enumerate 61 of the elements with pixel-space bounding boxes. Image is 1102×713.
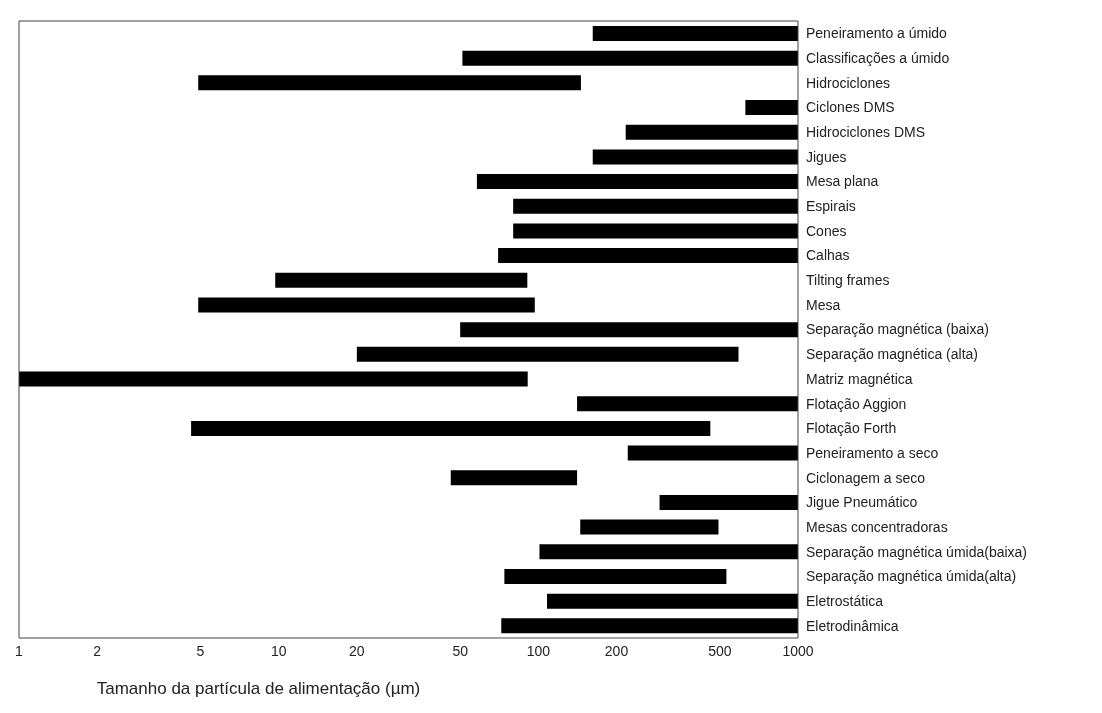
y-tick-label: Classificações a úmido [806, 49, 950, 66]
bar [580, 519, 719, 535]
y-tick-label: Ciclones DMS [806, 99, 895, 116]
y-tick-label: Hidrociclones DMS [806, 124, 926, 141]
bar [547, 593, 798, 609]
y-tick-label: Flotação Aggion [806, 395, 907, 412]
y-tick-label: Jigues [806, 148, 847, 165]
bar [513, 198, 798, 214]
y-tick-label: Mesa [806, 296, 841, 313]
bar [577, 396, 798, 412]
y-tick-label: Peneiramento a seco [806, 444, 939, 461]
x-axis-title: Tamanho da partícula de alimentação (µm) [96, 679, 421, 698]
bar [460, 322, 798, 338]
y-tick-label: Hidrociclones [806, 74, 891, 91]
x-tick-label: 2 [93, 642, 102, 659]
bar [275, 272, 528, 288]
bar [462, 50, 798, 66]
bar [356, 346, 739, 362]
bar [19, 371, 528, 387]
x-tick-label: 20 [349, 642, 365, 659]
y-tick-label: Separação magnética úmida(baixa) [806, 543, 1028, 560]
y-tick-label: Peneiramento a úmido [806, 25, 948, 42]
y-tick-label: Separação magnética úmida(alta) [806, 568, 1017, 585]
y-tick-label: Mesas concentradoras [806, 518, 948, 535]
bar [513, 223, 798, 239]
x-tick-label: 1 [15, 642, 24, 659]
bar [498, 248, 798, 264]
y-tick-label: Espirais [806, 198, 856, 215]
x-tick-label: 10 [270, 642, 287, 659]
x-tick-label: 100 [526, 642, 551, 659]
y-tick-label: Cones [806, 222, 847, 239]
bar [191, 420, 711, 436]
x-tick-label: 1000 [782, 642, 814, 659]
x-tick-label: 50 [452, 642, 469, 659]
bar [198, 75, 581, 91]
y-tick-label: Eletrodinâmica [806, 617, 899, 634]
bar [592, 26, 798, 41]
y-tick-label: Eletrostática [806, 592, 884, 609]
y-tick-label: Ciclonagem a seco [806, 469, 926, 486]
x-tick-label: 500 [708, 642, 732, 659]
bar [659, 494, 798, 510]
y-tick-label: Matriz magnética [806, 370, 913, 387]
y-tick-label: Calhas [806, 247, 850, 264]
y-tick-label: Separação magnética (alta) [806, 346, 978, 363]
y-tick-label: Mesa plana [806, 173, 879, 190]
x-tick-label: 200 [604, 642, 629, 659]
bar [476, 174, 798, 190]
bar [198, 297, 535, 313]
y-tick-label: Separação magnética (baixa) [806, 321, 989, 338]
bar [627, 445, 798, 461]
bar [501, 618, 798, 634]
y-tick-label: Jigue Pneumático [806, 494, 918, 511]
x-tick-label: 5 [196, 642, 205, 659]
bar [625, 124, 798, 140]
y-tick-label: Tilting frames [806, 272, 890, 289]
bar [539, 544, 798, 560]
bar [745, 100, 798, 116]
bar [504, 568, 727, 584]
bar [450, 470, 578, 486]
y-tick-label: Flotação Forth [806, 420, 897, 437]
bar [592, 149, 798, 165]
